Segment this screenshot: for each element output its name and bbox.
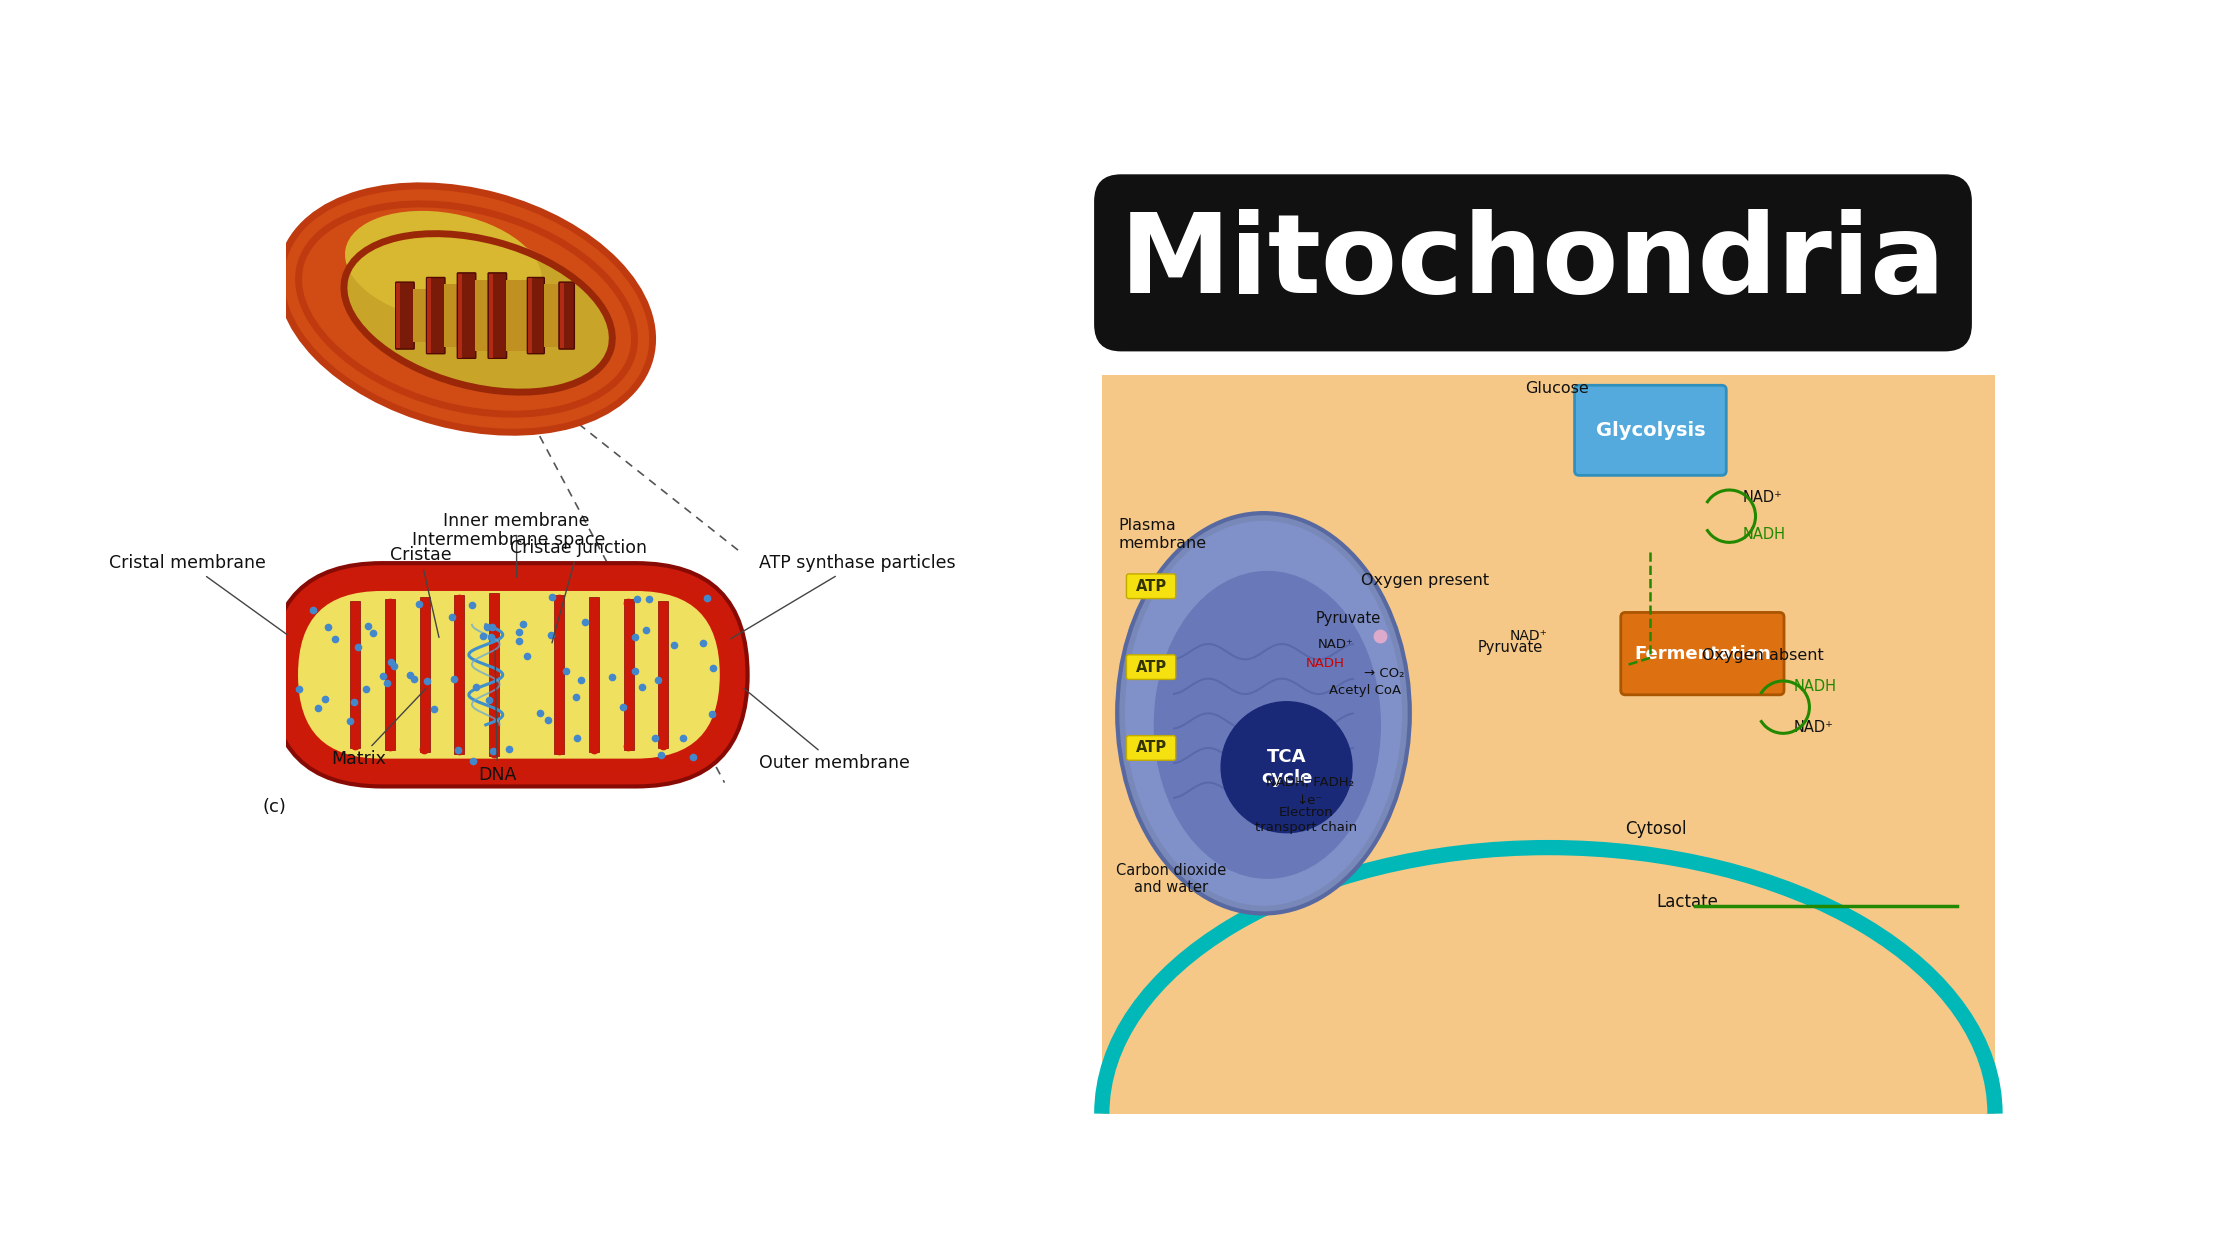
FancyBboxPatch shape [526, 277, 544, 354]
FancyBboxPatch shape [1127, 655, 1176, 679]
Bar [444, 285, 459, 346]
Ellipse shape [1124, 520, 1402, 906]
Text: Acetyl CoA: Acetyl CoA [1328, 684, 1400, 697]
Circle shape [1221, 702, 1353, 833]
Text: DNA: DNA [477, 650, 517, 784]
Bar [623, 600, 634, 750]
Bar [529, 278, 533, 353]
Text: Cristae junction: Cristae junction [511, 539, 647, 643]
Text: Pyruvate: Pyruvate [1315, 611, 1380, 626]
Text: Pyruvate: Pyruvate [1476, 640, 1543, 655]
Text: NAD⁺: NAD⁺ [1743, 490, 1783, 505]
Text: Oxygen present: Oxygen present [1362, 573, 1490, 588]
Ellipse shape [345, 233, 612, 392]
Bar [396, 284, 401, 348]
FancyBboxPatch shape [1622, 612, 1783, 694]
Bar [385, 600, 394, 750]
Bar [488, 593, 500, 756]
Ellipse shape [1118, 513, 1409, 914]
Bar [544, 285, 560, 346]
Bar [560, 284, 564, 348]
Text: Mitochondria: Mitochondria [1120, 209, 1947, 316]
FancyBboxPatch shape [291, 585, 726, 765]
Bar [459, 273, 461, 358]
Bar [659, 601, 668, 748]
Ellipse shape [345, 210, 542, 323]
Text: Fermentation: Fermentation [1633, 645, 1772, 663]
FancyBboxPatch shape [1127, 736, 1176, 760]
Text: ATP: ATP [1136, 741, 1167, 756]
FancyBboxPatch shape [396, 282, 414, 349]
FancyBboxPatch shape [1127, 575, 1176, 598]
Text: NADH: NADH [1306, 656, 1344, 670]
Bar [1102, 374, 1996, 1114]
FancyBboxPatch shape [1575, 386, 1727, 475]
Text: NADH, FADH₂: NADH, FADH₂ [1266, 776, 1353, 789]
Bar [589, 597, 598, 752]
Text: Outer membrane: Outer membrane [744, 688, 909, 772]
FancyBboxPatch shape [560, 282, 573, 349]
Ellipse shape [296, 189, 650, 417]
Text: Glycolysis: Glycolysis [1595, 421, 1705, 440]
FancyBboxPatch shape [488, 273, 506, 358]
Text: ATP synthase particles: ATP synthase particles [730, 554, 956, 639]
Text: Matrix: Matrix [332, 688, 426, 769]
Text: ↓e⁻: ↓e⁻ [1297, 794, 1324, 806]
Bar [428, 278, 430, 353]
Text: Glucose: Glucose [1525, 381, 1588, 396]
Text: Lactate: Lactate [1655, 893, 1718, 911]
Text: TCA
cycle: TCA cycle [1261, 747, 1313, 786]
Text: → CO₂: → CO₂ [1364, 667, 1404, 679]
Text: Intermembrane space: Intermembrane space [412, 532, 605, 549]
Text: (c): (c) [262, 798, 287, 816]
Bar [506, 280, 526, 352]
Bar [455, 596, 464, 753]
Text: Plasma
membrane: Plasma membrane [1118, 518, 1207, 551]
Ellipse shape [394, 226, 585, 331]
Bar [414, 289, 428, 343]
FancyBboxPatch shape [426, 277, 446, 354]
FancyBboxPatch shape [1093, 174, 1971, 352]
Bar [419, 597, 430, 752]
Text: NADH: NADH [1743, 527, 1785, 542]
FancyBboxPatch shape [271, 563, 748, 786]
Text: Oxygen absent: Oxygen absent [1702, 648, 1823, 663]
Text: NAD⁺: NAD⁺ [1794, 719, 1832, 735]
Ellipse shape [1154, 571, 1382, 879]
Text: Electron
transport chain: Electron transport chain [1254, 805, 1357, 834]
Bar [553, 596, 564, 753]
Text: ATP: ATP [1136, 659, 1167, 674]
Ellipse shape [289, 195, 643, 423]
Text: NADH: NADH [1794, 679, 1837, 694]
Text: Inner membrane: Inner membrane [444, 512, 589, 577]
FancyBboxPatch shape [457, 273, 475, 358]
Text: ATP: ATP [1136, 578, 1167, 593]
Bar [349, 601, 361, 748]
Text: Cristal membrane: Cristal membrane [110, 554, 287, 635]
Bar [475, 280, 488, 352]
Text: Cristae: Cristae [390, 547, 450, 638]
Text: NAD⁺: NAD⁺ [1317, 638, 1353, 650]
Text: NAD⁺: NAD⁺ [1510, 629, 1548, 644]
Bar [488, 273, 493, 358]
Text: Carbon dioxide
and water: Carbon dioxide and water [1116, 863, 1225, 895]
Text: Cytosol: Cytosol [1626, 820, 1687, 838]
